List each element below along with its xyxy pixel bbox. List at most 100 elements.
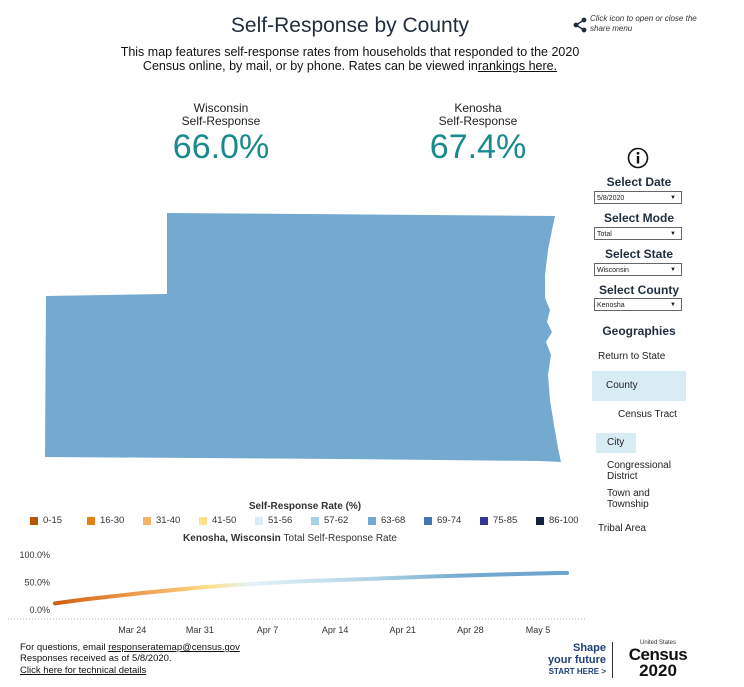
state-stat: Wisconsin Self-Response 66.0% (146, 102, 296, 167)
subtitle-text: This map features self-response rates fr… (120, 45, 580, 73)
legend-label: 31-40 (156, 515, 181, 526)
legend-swatch (255, 516, 263, 525)
state-select-value: Wisconsin (597, 267, 629, 274)
state-select[interactable]: Wisconsin ▼ (594, 263, 682, 276)
geo-city[interactable]: City (596, 433, 636, 453)
legend-item: 0-15 (30, 515, 62, 526)
x-tick-label: May 5 (526, 625, 551, 635)
county-stat-value: 67.4% (429, 128, 527, 166)
date-select-value: 5/8/2020 (597, 195, 625, 202)
x-tick-label: Mar 24 (118, 625, 146, 635)
x-tick-label: Apr 21 (390, 625, 417, 635)
legend-item: 86-100 (536, 515, 579, 526)
state-stat-name: Wisconsin (193, 101, 249, 115)
legend-swatch (311, 516, 319, 525)
chevron-down-icon: ▼ (670, 195, 676, 201)
legend-item: 63-68 (368, 515, 405, 526)
legend-item: 51-56 (255, 515, 292, 526)
page-subtitle: This map features self-response rates fr… (100, 45, 600, 73)
state-stat-value: 66.0% (172, 128, 270, 166)
legend-label: 63-68 (381, 515, 406, 526)
legend-label: 16-30 (100, 515, 125, 526)
logo-census: Census (628, 645, 688, 664)
chart-title-rest: Total Self-Response Rate (283, 533, 397, 544)
self-response-line-chart: 100.0% 50.0% 0.0% Mar 24 Mar 31 Apr 7 Apr 14 Ap… (8, 550, 585, 635)
legend-label: 51-56 (268, 515, 293, 526)
mode-select-value: Total (597, 231, 612, 238)
x-tick-label: Apr 28 (457, 625, 484, 635)
county-shape-kenosha[interactable] (45, 213, 561, 462)
select-county-label: Select County (598, 283, 679, 297)
logo-future: your future (547, 654, 606, 666)
legend-swatch (30, 516, 38, 525)
chevron-down-icon: ▼ (670, 302, 676, 308)
legend-item: 16-30 (87, 515, 124, 526)
select-mode-label: Select Mode (603, 211, 675, 225)
y-tick-label: 0.0% (29, 605, 50, 615)
technical-details-link-text: Click here for technical details (20, 665, 147, 676)
geo-tribal-area[interactable]: Tribal Area (598, 523, 646, 534)
state-stat-label: Self-Response (181, 114, 261, 128)
footer-received: Responses received as of 5/8/2020. (20, 653, 172, 664)
legend-label: 0-15 (43, 515, 63, 526)
share-note: Click icon to open or close the share me… (590, 14, 697, 33)
email-link[interactable]: responseratemap@census.gov (108, 642, 240, 653)
county-stat: Kenosha Self-Response 67.4% (403, 102, 553, 167)
geo-return-to-state[interactable]: Return to State (598, 351, 666, 362)
logo-united-states: United States (639, 640, 677, 646)
legend-item: 57-62 (311, 515, 348, 526)
x-tick-label: Mar 31 (186, 625, 214, 635)
legend-label: 41-50 (212, 515, 237, 526)
share-icon[interactable] (572, 17, 588, 33)
legend-title: Self-Response Rate (%) (248, 501, 362, 512)
legend-swatch (480, 516, 488, 525)
legend-item: 69-74 (424, 515, 461, 526)
mode-select[interactable]: Total ▼ (594, 227, 682, 240)
y-tick-label: 100.0% (19, 550, 50, 560)
legend-swatch (536, 516, 544, 525)
chart-title-bold: Kenosha, Wisconsin (183, 533, 281, 544)
logo-start: START HERE > (548, 667, 606, 676)
footer-questions: For questions, email responseratemap@cen… (20, 642, 240, 653)
legend-swatch (368, 516, 376, 525)
legend-swatch (143, 516, 151, 525)
logo-divider (612, 642, 613, 678)
geographies-heading: Geographies (602, 324, 676, 338)
legend-label: 57-62 (324, 515, 349, 526)
footer-questions-prefix: For questions, email (20, 642, 109, 653)
date-select[interactable]: 5/8/2020 ▼ (594, 191, 682, 204)
legend-label: 69-74 (437, 515, 462, 526)
county-select[interactable]: Kenosha ▼ (594, 298, 682, 311)
x-tick-label: Apr 14 (322, 625, 349, 635)
select-date-label: Select Date (606, 175, 672, 189)
legend-item: 41-50 (199, 515, 236, 526)
legend-swatch (424, 516, 432, 525)
county-map[interactable] (40, 210, 570, 470)
legend-swatch (199, 516, 207, 525)
technical-details-link[interactable]: Click here for technical details (20, 665, 146, 676)
x-tick-label: Apr 7 (257, 625, 279, 635)
census-2020-logo[interactable]: Shape your future START HERE > United St… (540, 640, 700, 680)
legend-item: 31-40 (143, 515, 180, 526)
county-stat-label: Self-Response (438, 114, 518, 128)
chart-title: Kenosha, Wisconsin Total Self-Response R… (0, 533, 580, 544)
chevron-down-icon: ▼ (670, 231, 676, 237)
county-select-value: Kenosha (597, 302, 625, 309)
geo-town-and-township[interactable]: Town and Township (607, 488, 650, 510)
logo-year: 2020 (639, 661, 677, 680)
geo-census-tract[interactable]: Census Tract (618, 409, 677, 420)
logo-shape: Shape (572, 642, 606, 654)
legend-swatch (87, 516, 95, 525)
rankings-link[interactable]: rankings here. (477, 59, 558, 73)
geo-congressional-district[interactable]: Congressional District (607, 460, 671, 482)
legend-label: 86-100 (549, 515, 579, 526)
legend-item: 75-85 (480, 515, 517, 526)
page-title: Self-Response by County (230, 14, 470, 37)
info-icon[interactable] (627, 147, 649, 169)
geo-county[interactable]: County (592, 371, 686, 401)
chevron-down-icon: ▼ (670, 267, 676, 273)
legend-label: 75-85 (493, 515, 518, 526)
select-state-label: Select State (604, 247, 674, 261)
county-stat-name: Kenosha (454, 101, 502, 115)
y-tick-label: 50.0% (24, 578, 50, 588)
